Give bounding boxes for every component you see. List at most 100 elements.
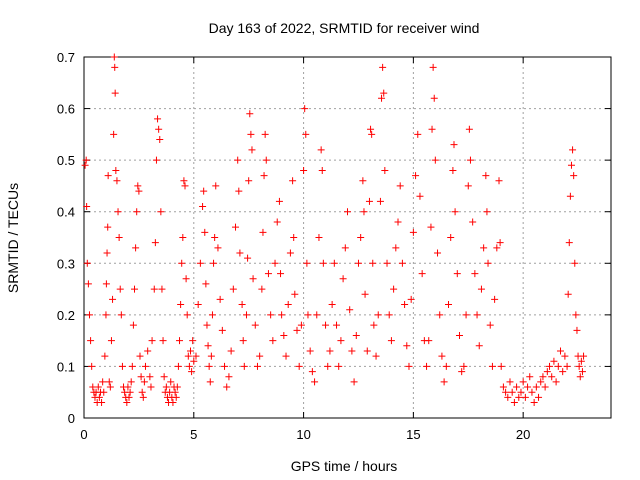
data-point — [260, 172, 268, 180]
data-point — [394, 218, 402, 226]
data-point — [148, 337, 156, 345]
data-point — [203, 321, 211, 329]
data-point — [311, 378, 319, 386]
data-point — [227, 347, 235, 355]
data-point — [524, 383, 532, 391]
data-point — [185, 362, 193, 370]
data-point — [82, 156, 90, 164]
data-point — [379, 63, 387, 71]
data-point — [519, 378, 527, 386]
data-point — [137, 373, 145, 381]
y-tick-label: 0.3 — [57, 256, 75, 271]
data-point — [107, 337, 115, 345]
data-point — [513, 383, 521, 391]
data-point — [102, 280, 110, 288]
data-point — [131, 285, 139, 293]
data-point — [192, 352, 200, 360]
data-point — [360, 208, 368, 216]
data-point — [188, 368, 196, 376]
data-point — [502, 388, 510, 396]
data-point — [204, 342, 212, 350]
data-point — [113, 177, 121, 185]
data-point — [344, 208, 351, 216]
data-point — [280, 331, 288, 339]
data-point — [428, 125, 436, 133]
data-point — [407, 295, 415, 303]
data-point — [286, 249, 294, 257]
data-point — [138, 388, 146, 396]
data-point — [465, 125, 473, 133]
data-point — [390, 285, 398, 293]
data-point — [308, 368, 316, 376]
data-point — [208, 311, 216, 319]
data-point — [178, 259, 186, 267]
data-point — [359, 177, 367, 185]
data-point — [190, 357, 198, 365]
data-point — [528, 388, 536, 396]
data-point — [110, 130, 118, 138]
data-point — [572, 311, 580, 319]
data-point — [504, 393, 512, 401]
data-point — [284, 301, 292, 309]
data-point — [110, 53, 118, 61]
data-point — [535, 393, 543, 401]
data-point — [244, 254, 252, 262]
data-point — [199, 203, 207, 211]
data-point — [126, 388, 134, 396]
data-point — [458, 368, 466, 376]
data-point — [214, 244, 222, 252]
data-point — [482, 172, 490, 180]
data-point — [469, 218, 477, 226]
data-point — [264, 270, 272, 278]
data-point — [173, 383, 181, 391]
data-point — [200, 187, 208, 195]
data-point — [104, 172, 112, 180]
data-point — [368, 130, 376, 138]
data-point — [493, 244, 501, 252]
data-point — [140, 378, 148, 386]
data-point — [127, 378, 135, 386]
data-point — [565, 239, 573, 247]
data-point — [114, 208, 122, 216]
data-point — [247, 130, 255, 138]
data-point — [471, 270, 479, 278]
data-point — [392, 244, 400, 252]
data-point — [174, 362, 182, 370]
data-point — [510, 399, 518, 407]
data-point — [430, 94, 438, 102]
data-point — [396, 182, 404, 190]
x-tick-label: 5 — [190, 427, 197, 442]
data-point — [578, 368, 586, 376]
data-point — [151, 239, 159, 247]
data-point — [324, 362, 332, 370]
data-point — [259, 228, 267, 236]
data-point — [291, 290, 299, 298]
data-point — [322, 321, 330, 329]
data-point — [101, 352, 109, 360]
data-point — [223, 383, 231, 391]
data-point — [249, 275, 257, 283]
data-point — [258, 285, 266, 293]
data-point — [83, 203, 91, 211]
x-tick-label: 15 — [406, 427, 420, 442]
data-point — [552, 378, 560, 386]
data-point — [109, 295, 117, 303]
data-point — [225, 373, 233, 381]
data-point — [357, 234, 365, 241]
data-point — [352, 331, 360, 339]
data-point — [429, 63, 437, 71]
data-point — [398, 259, 406, 267]
y-tick-label: 0.1 — [57, 359, 75, 374]
y-tick-label: 0.7 — [57, 50, 75, 65]
data-point — [330, 259, 338, 267]
data-point — [156, 136, 164, 144]
data-point — [425, 337, 433, 345]
data-point — [387, 337, 395, 345]
data-point — [348, 347, 356, 355]
data-point — [453, 270, 461, 278]
data-point — [491, 295, 499, 303]
data-point — [297, 321, 305, 329]
data-point — [150, 285, 158, 293]
data-point — [238, 301, 246, 309]
data-point — [561, 352, 569, 360]
